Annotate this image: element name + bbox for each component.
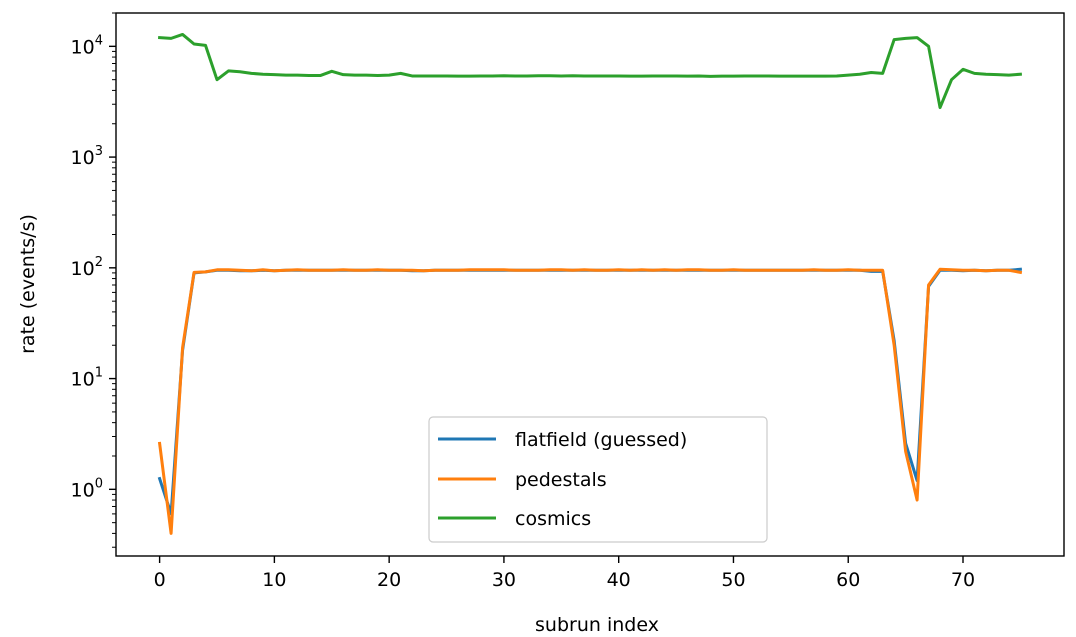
x-tick-label: 50 — [721, 569, 745, 591]
legend: flatfield (guessed) pedestals cosmics — [428, 416, 768, 543]
y-tick-label: 102 — [71, 255, 103, 280]
y-axis: 100 101 102 103 104 — [71, 12, 116, 548]
y-axis-label: rate (events/s) — [17, 214, 39, 354]
series-line-2 — [158, 32, 1022, 110]
x-axis: 0 10 20 30 40 50 60 70 — [154, 556, 975, 591]
y-tick-label: 100 — [71, 476, 103, 501]
legend-box — [428, 416, 768, 543]
x-tick-label: 0 — [154, 569, 166, 591]
legend-label-flatfield: flatfield (guessed) — [515, 429, 687, 451]
y-tick-label: 103 — [71, 144, 103, 169]
series-layer — [157, 32, 1023, 535]
legend-label-pedestals: pedestals — [515, 469, 607, 491]
x-tick-label: 40 — [607, 569, 631, 591]
x-axis-label: subrun index — [535, 614, 659, 636]
x-tick-label: 20 — [377, 569, 401, 591]
y-tick-label: 104 — [71, 33, 103, 58]
x-tick-label: 60 — [836, 569, 860, 591]
x-tick-label: 10 — [262, 569, 286, 591]
y-tick-label: 101 — [71, 366, 103, 391]
series-line-1 — [157, 267, 1023, 535]
legend-label-cosmics: cosmics — [515, 508, 591, 530]
x-tick-label: 70 — [951, 569, 975, 591]
x-tick-label: 30 — [492, 569, 516, 591]
